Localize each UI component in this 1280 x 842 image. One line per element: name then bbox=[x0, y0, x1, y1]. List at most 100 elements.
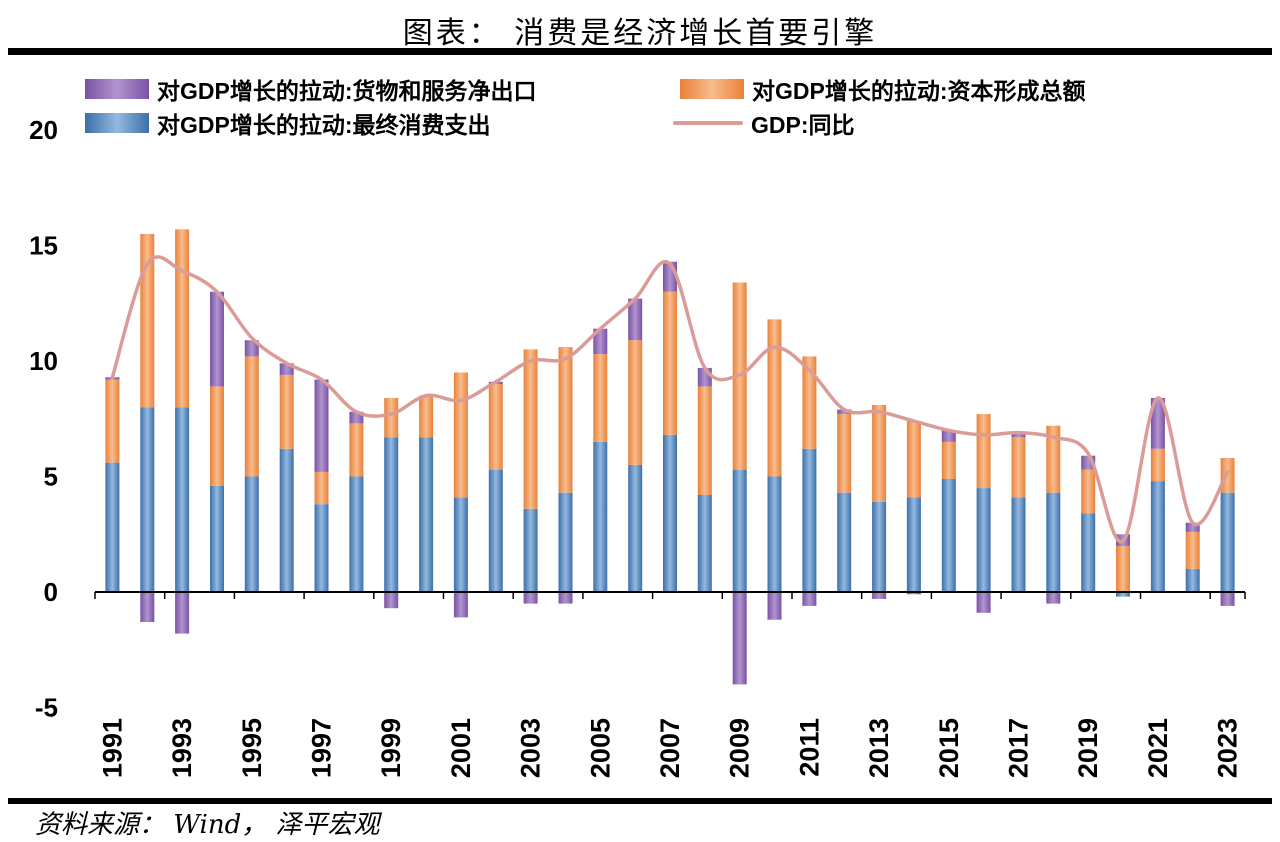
x-tick-label: 1991 bbox=[97, 718, 127, 778]
y-tick-label: 10 bbox=[29, 346, 58, 376]
bar-segment bbox=[663, 291, 677, 435]
bar-segment bbox=[976, 414, 991, 488]
bar-segment bbox=[175, 407, 190, 592]
top-divider bbox=[8, 48, 1272, 55]
x-tick-label: 1997 bbox=[307, 718, 337, 778]
bar-segment bbox=[279, 363, 294, 375]
x-tick-label: 2005 bbox=[585, 718, 615, 778]
bar-segment bbox=[663, 434, 677, 592]
x-tick-label: 2017 bbox=[1004, 718, 1034, 778]
bar-segment bbox=[1011, 497, 1026, 592]
bar-segment bbox=[210, 485, 224, 592]
y-tick-label: 0 bbox=[44, 577, 58, 607]
y-tick-label: 5 bbox=[44, 462, 58, 492]
bar-segment bbox=[837, 409, 852, 415]
x-tick-label: 1999 bbox=[376, 718, 406, 778]
bar-segment bbox=[1011, 437, 1026, 498]
bar-segment bbox=[697, 386, 712, 495]
bar-segment bbox=[349, 476, 364, 592]
bar-segment bbox=[140, 407, 155, 592]
legend-item-consumption: 对GDP增长的拉动:最终消费支出 bbox=[85, 110, 491, 138]
bar-segment bbox=[1185, 522, 1200, 532]
bar-segment bbox=[628, 298, 643, 341]
legend-item-capital-formation: 对GDP增长的拉动:资本形成总额 bbox=[680, 76, 1086, 104]
legend-item-net-exports: 对GDP增长的拉动:货物和服务净出口 bbox=[85, 76, 537, 104]
bar-segment bbox=[1046, 492, 1061, 592]
bar-segment bbox=[314, 379, 329, 472]
bar-segment bbox=[628, 464, 643, 592]
x-tick-label: 2009 bbox=[725, 718, 755, 778]
bar-segment bbox=[140, 233, 155, 408]
x-tick-label: 2007 bbox=[655, 718, 685, 778]
bar-segment bbox=[349, 423, 364, 477]
bar-segment bbox=[279, 448, 294, 592]
bar-segment bbox=[976, 488, 991, 593]
x-tick-label: 2019 bbox=[1073, 718, 1103, 778]
bar-segment bbox=[1150, 398, 1165, 449]
bar-segment bbox=[523, 508, 538, 592]
bar-segment bbox=[802, 448, 817, 592]
bar-segment bbox=[1150, 448, 1165, 482]
bar-segment bbox=[732, 592, 747, 685]
bar-segment bbox=[906, 421, 921, 498]
bar-segment bbox=[279, 374, 294, 449]
bar-segment bbox=[802, 592, 817, 606]
bar-segment bbox=[384, 398, 399, 438]
legend-label-consumption: 对GDP增长的拉动:最终消费支出 bbox=[157, 112, 491, 138]
chart-title: 图表： 消费是经济增长首要引擎 bbox=[402, 16, 878, 51]
bar-segment bbox=[105, 462, 120, 592]
bar-segment bbox=[453, 592, 468, 618]
x-tick-label: 2011 bbox=[794, 718, 824, 777]
bar-segment bbox=[105, 379, 120, 463]
y-tick-labels: 20 15 10 5 0 -5 bbox=[29, 115, 58, 723]
bar-segment bbox=[837, 414, 852, 493]
capital-formation-swatch bbox=[680, 79, 744, 99]
x-tick-label: 1995 bbox=[237, 718, 267, 778]
bar-segment bbox=[593, 441, 608, 593]
x-tick-labels: 1991 1993 1995 1997 1999 2001 2003 2005 2007 2009… bbox=[97, 718, 1242, 778]
bar-segment bbox=[1116, 545, 1130, 592]
bar-segment bbox=[523, 349, 538, 509]
bar-segment bbox=[314, 471, 329, 505]
bar-segment bbox=[1150, 481, 1165, 592]
bar-segment bbox=[1046, 425, 1061, 493]
bar-segment bbox=[384, 437, 399, 592]
x-tick-label: 2003 bbox=[516, 718, 546, 778]
bar-segment bbox=[210, 291, 224, 387]
bar-segment bbox=[523, 592, 538, 604]
bar-segment bbox=[697, 495, 712, 592]
bar-segment bbox=[244, 356, 259, 477]
bar-segment bbox=[419, 395, 434, 438]
x-tick-label: 2023 bbox=[1213, 718, 1243, 778]
bar-segment bbox=[1220, 592, 1235, 606]
x-tick-label: 2013 bbox=[864, 718, 894, 778]
source-note: 资料来源： Wind， 泽平宏观 bbox=[35, 810, 380, 840]
bar-segment bbox=[872, 404, 887, 502]
legend-label-gdp-line: GDP:同比 bbox=[751, 112, 855, 138]
bar-segment bbox=[837, 492, 852, 592]
x-axis-ticks bbox=[94, 592, 1246, 599]
x-tick-label: 2001 bbox=[446, 718, 476, 778]
bar-segment bbox=[140, 592, 155, 622]
legend-label-capital-formation: 对GDP增长的拉动:资本形成总额 bbox=[752, 78, 1086, 104]
consumption-swatch bbox=[85, 113, 149, 133]
bar-segment bbox=[732, 469, 747, 592]
legend: 对GDP增长的拉动:货物和服务净出口 对GDP增长的拉动:资本形成总额 对GDP… bbox=[85, 76, 1235, 140]
bar-segment bbox=[1185, 531, 1200, 569]
bar-segment bbox=[593, 354, 608, 442]
bar-segment bbox=[488, 384, 503, 470]
x-tick-label: 2021 bbox=[1143, 718, 1173, 778]
bar-segment bbox=[453, 372, 468, 498]
bar-segment bbox=[419, 437, 434, 592]
bar-segment bbox=[767, 476, 782, 592]
bar-segment bbox=[558, 592, 573, 604]
bar-segment bbox=[1011, 432, 1026, 438]
bar-segments bbox=[105, 229, 1235, 685]
y-tick-label: -5 bbox=[35, 693, 58, 723]
bar-segment bbox=[767, 319, 782, 477]
bar-segment bbox=[384, 592, 399, 609]
bar-segment bbox=[244, 340, 259, 357]
y-tick-label: 15 bbox=[29, 231, 58, 261]
bar-segment bbox=[349, 411, 364, 424]
